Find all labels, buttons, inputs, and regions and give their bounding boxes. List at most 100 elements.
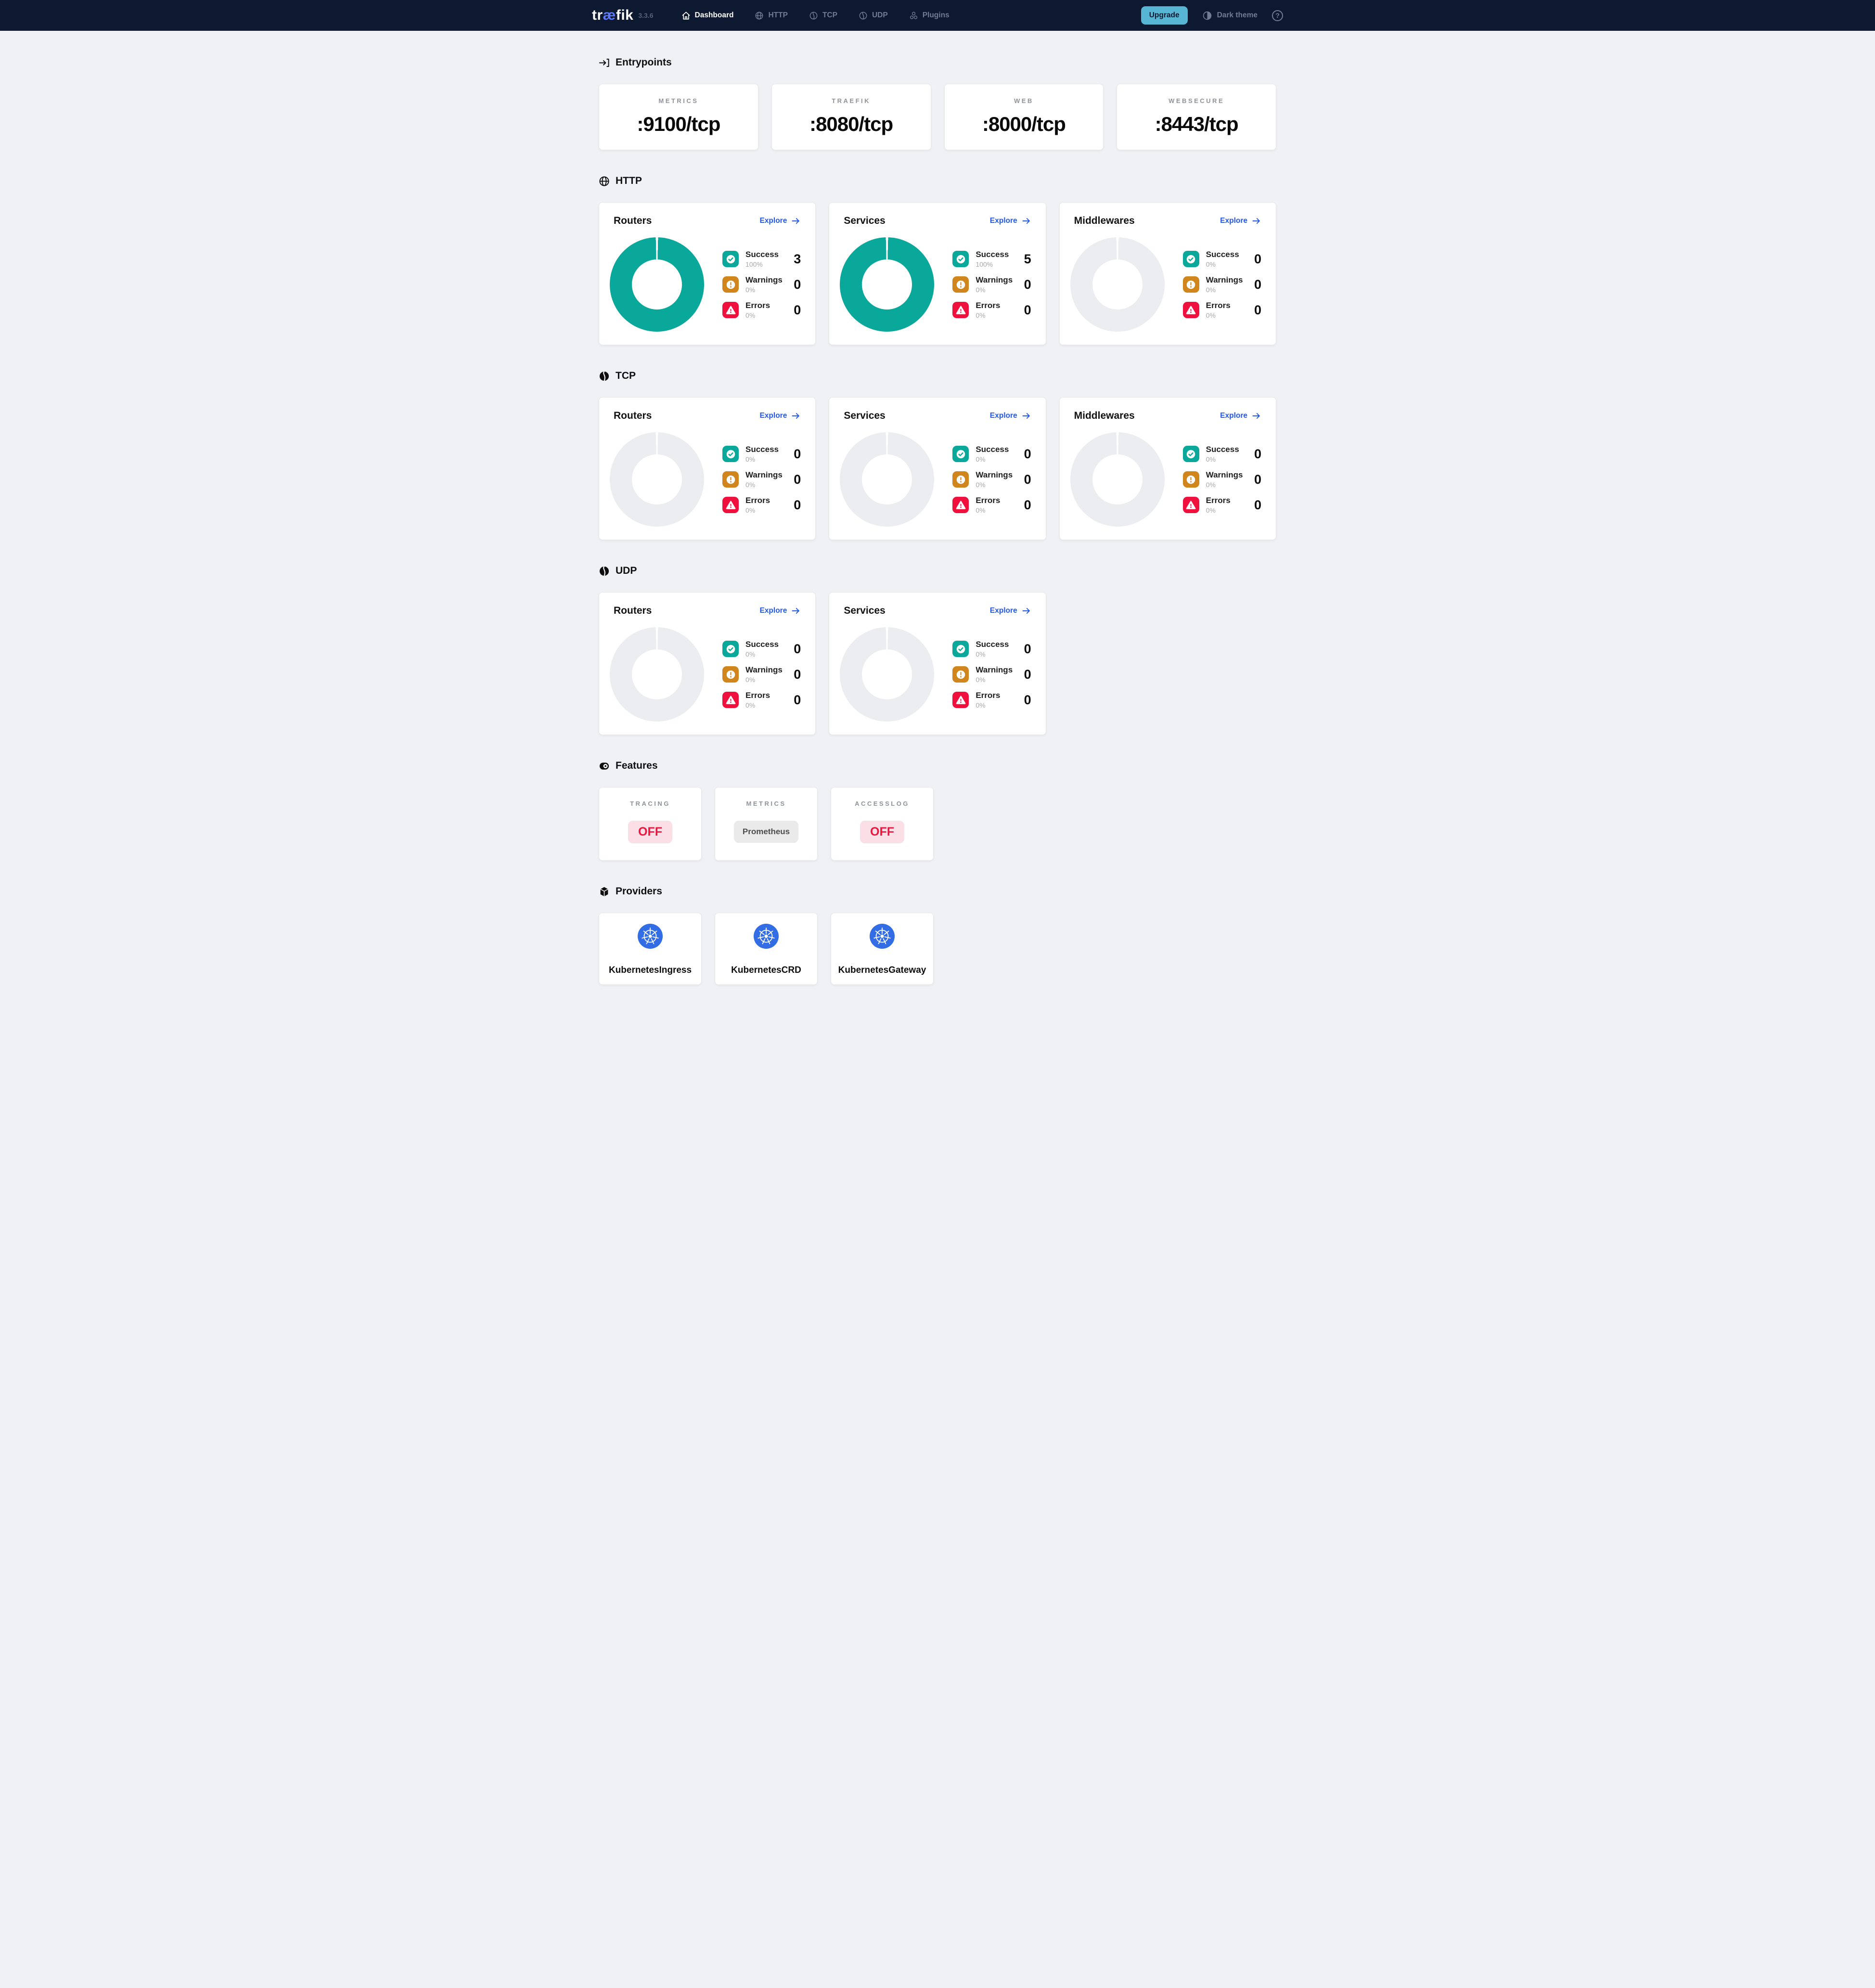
card-title: Services — [844, 215, 886, 226]
legend-row-success: Success 0% 0 — [952, 445, 1031, 463]
legend-percent: 0% — [976, 311, 986, 319]
warnings-icon — [952, 471, 969, 488]
legend: Success 0% 0 Warnings 0% 0 Errors 0% 0 — [952, 640, 1031, 709]
version-label: 3.3.6 — [638, 12, 654, 19]
warnings-icon — [1182, 276, 1199, 293]
warnings-icon — [1182, 471, 1199, 488]
help-icon[interactable]: ? — [1272, 10, 1283, 21]
legend-label: Warnings — [976, 665, 1013, 674]
success-icon — [722, 641, 739, 657]
success-icon — [952, 446, 969, 462]
legend: Success 0% 0 Warnings 0% 0 Errors 0% 0 — [1182, 250, 1261, 319]
errors-icon — [722, 692, 739, 708]
status-badge: Prometheus — [733, 821, 799, 843]
legend-label: Errors — [976, 496, 1001, 505]
success-icon — [722, 251, 739, 267]
legend-value: 5 — [1024, 251, 1031, 266]
http-middlewares-card: Middlewares Explore Success 0% 0 Wa — [1059, 202, 1276, 345]
card-title: Middlewares — [1074, 410, 1135, 421]
donut-chart — [610, 237, 704, 332]
entrypoint-card-websecure: WEBSECURE :8443/tcp — [1117, 84, 1276, 150]
upgrade-button[interactable]: Upgrade — [1141, 6, 1188, 25]
explore-link[interactable]: Explore — [990, 216, 1031, 226]
legend-row-warnings: Warnings 0% 0 — [722, 275, 801, 294]
features-section-head: Features — [599, 760, 1276, 772]
nav-plugins[interactable]: Plugins — [909, 11, 950, 20]
explore-link[interactable]: Explore — [1220, 411, 1261, 421]
legend-value: 0 — [1254, 251, 1261, 266]
legend-label: Warnings — [976, 275, 1013, 284]
provider-card-kubernetes-ingress: KubernetesIngress — [599, 913, 702, 985]
entrypoint-card-traefik: TRAEFIK :8080/tcp — [771, 84, 931, 150]
explore-label: Explore — [989, 217, 1017, 225]
donut-chart — [1070, 237, 1165, 332]
success-icon — [952, 641, 969, 657]
arrow-right-icon — [791, 606, 801, 616]
explore-label: Explore — [759, 607, 787, 615]
dark-theme-toggle[interactable]: Dark theme — [1202, 11, 1258, 21]
legend-row-errors: Errors 0% 0 — [722, 496, 801, 514]
cube-icon — [599, 886, 610, 897]
legend-row-success: Success 100% 5 — [952, 250, 1031, 268]
legend-label: Warnings — [745, 470, 783, 479]
legend-percent: 0% — [745, 286, 756, 294]
success-icon — [722, 446, 739, 462]
legend-value: 0 — [1024, 302, 1031, 317]
explore-link[interactable]: Explore — [759, 216, 801, 226]
warnings-icon — [722, 666, 739, 683]
nav-label: HTTP — [768, 11, 788, 19]
feature-name: METRICS — [746, 800, 786, 807]
explore-link[interactable]: Explore — [990, 606, 1031, 616]
provider-name: KubernetesCRD — [731, 965, 801, 975]
entrypoint-card-web: WEB :8000/tcp — [944, 84, 1104, 150]
legend-row-errors: Errors 0% 0 — [722, 301, 801, 319]
legend-value: 0 — [794, 667, 801, 682]
explore-label: Explore — [989, 412, 1017, 420]
nav-dashboard[interactable]: Dashboard — [681, 11, 733, 20]
tcp-ball-icon — [809, 11, 818, 20]
explore-link[interactable]: Explore — [1220, 216, 1261, 226]
legend-value: 0 — [1024, 497, 1031, 512]
contrast-icon — [1202, 11, 1212, 21]
http-services-card: Services Explore Success 100% 5 War — [829, 202, 1046, 345]
dashboard-content: Entrypoints METRICS :9100/tcp TRAEFIK :8… — [599, 57, 1276, 1008]
legend-row-success: Success 100% 3 — [722, 250, 801, 268]
nav-tcp[interactable]: TCP — [809, 11, 837, 20]
status-badge: OFF — [860, 821, 904, 843]
entrypoint-port: :8080/tcp — [809, 113, 893, 135]
legend-percent: 100% — [745, 260, 763, 268]
legend-value: 0 — [1254, 497, 1261, 512]
arrow-right-icon — [1252, 411, 1261, 421]
entrypoints-icon — [599, 57, 610, 68]
errors-icon — [1182, 497, 1199, 513]
errors-icon — [722, 302, 739, 318]
legend-label: Success — [976, 445, 1009, 454]
entrypoints-grid: METRICS :9100/tcp TRAEFIK :8080/tcp WEB … — [599, 84, 1276, 150]
explore-label: Explore — [1220, 217, 1247, 225]
provider-card-kubernetes-crd: KubernetesCRD — [715, 913, 818, 985]
donut-chart — [840, 237, 935, 332]
success-icon — [952, 251, 969, 267]
legend-value: 0 — [1024, 641, 1031, 656]
nav-udp[interactable]: UDP — [859, 11, 888, 20]
legend-percent: 0% — [1206, 481, 1216, 489]
legend-label: Success — [1206, 445, 1239, 454]
nav-http[interactable]: HTTP — [755, 11, 788, 20]
legend-percent: 0% — [976, 650, 986, 658]
legend-percent: 0% — [1206, 455, 1216, 463]
explore-link[interactable]: Explore — [759, 411, 801, 421]
legend-label: Errors — [1206, 496, 1231, 505]
explore-link[interactable]: Explore — [759, 606, 801, 616]
legend-percent: 0% — [745, 676, 756, 684]
donut-chart — [840, 432, 935, 527]
legend-value: 0 — [794, 446, 801, 461]
legend-value: 3 — [794, 251, 801, 266]
traefik-logo[interactable]: tr æ fik — [592, 7, 633, 24]
legend-row-warnings: Warnings 0% 0 — [1182, 470, 1261, 489]
udp-section-head: UDP — [599, 565, 1276, 577]
entrypoint-port: :8443/tcp — [1155, 113, 1239, 135]
arrow-right-icon — [1022, 606, 1031, 616]
legend-percent: 0% — [745, 311, 756, 319]
explore-link[interactable]: Explore — [990, 411, 1031, 421]
legend-label: Warnings — [1206, 275, 1243, 284]
